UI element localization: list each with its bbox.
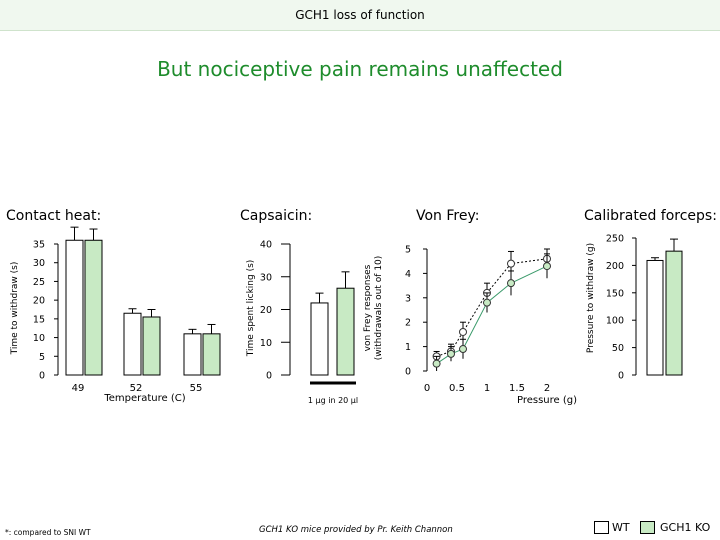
y-tick-label: 250 [606, 234, 624, 245]
bar-wt [65, 239, 84, 376]
y-tick-label: 0 [618, 371, 624, 382]
bar-ko [142, 316, 161, 376]
bar-ko [202, 333, 221, 376]
y-tick-label: 0 [39, 371, 45, 382]
y-tick-label: 10 [33, 333, 45, 344]
data-point-ko [507, 279, 515, 288]
y-tick-label: 1 [405, 342, 411, 353]
legend-swatch-wt [594, 521, 609, 534]
x-tick-label: 2 [544, 383, 550, 394]
x-tick-label: 1 µg in 20 µl [308, 396, 358, 405]
y-tick-label: 25 [33, 277, 45, 288]
y-tick-label: 40 [260, 240, 272, 251]
data-point-ko [432, 359, 441, 368]
y-tick-label: 5 [405, 245, 411, 256]
y-tick-label: 0 [405, 367, 411, 378]
y-tick-label: 3 [405, 293, 411, 304]
y-tick-label: 5 [39, 352, 45, 363]
y-tick-label: 20 [33, 296, 45, 307]
bar-wt [123, 312, 142, 376]
legend-label-wt: WT [612, 521, 630, 534]
section-title-capsaicin: Capsaicin: [240, 208, 313, 224]
y-tick-label: 15 [33, 314, 45, 325]
section-title-contact-heat: Contact heat: [6, 208, 102, 224]
data-point-ko [483, 298, 491, 307]
footnote: *: compared to SNI WT [5, 528, 91, 537]
y-tick-label: 0 [266, 371, 272, 382]
header-title: GCH1 loss of function [295, 8, 425, 22]
credit-note: GCH1 KO mice provided by Pr. Keith Chann… [259, 525, 453, 535]
chart-von-frey: 0 1 2 3 4 5 von Frey responses (withdrawals out… [363, 245, 577, 407]
y-tick-label: 150 [606, 288, 624, 299]
y-tick-label: 10 [260, 338, 272, 349]
x-tick-label: 55 [190, 383, 203, 394]
data-point-wt [459, 327, 467, 336]
data-point-wt [507, 259, 515, 268]
y-axis-label-line1: von Frey responses [363, 264, 373, 351]
bar-wt [646, 259, 664, 376]
chart-capsaicin: 0 10 20 30 40 Time spent licking (s) 1 µg in 2… [246, 240, 358, 406]
x-tick-label: 49 [72, 383, 85, 394]
x-tick-label: 0 [424, 383, 430, 394]
y-tick-label: 20 [260, 305, 272, 316]
x-tick-label: 0.5 [449, 383, 465, 394]
x-tick-label: 1.5 [509, 383, 525, 394]
legend-swatch-ko [640, 521, 655, 534]
bar-wt [310, 302, 329, 376]
x-axis-label: Pressure (g) [517, 395, 577, 406]
y-axis-label: Pressure to withdraw (g) [586, 243, 596, 353]
y-tick-label: 200 [606, 261, 624, 272]
chart-forceps: 0 50 100 150 200 250 Pressure to withdraw (g) [586, 234, 683, 382]
headline: But nociceptive pain remains unaffected [157, 57, 563, 81]
x-axis-label: Temperature (C) [103, 393, 185, 404]
bar-wt [183, 333, 202, 376]
y-axis-label: Time to withdraw (s) [10, 262, 20, 356]
y-tick-label: 35 [33, 240, 45, 251]
y-tick-label: 4 [405, 269, 411, 280]
chart-contact-heat: 0 5 10 15 20 25 30 35 Time to withdraw (s) 49 52 55… [10, 226, 221, 404]
x-tick-label: 52 [130, 383, 143, 394]
data-point-ko [447, 349, 455, 358]
y-tick-label: 100 [606, 316, 624, 327]
bar-ko [84, 239, 103, 376]
data-point-ko [543, 262, 551, 271]
y-tick-label: 50 [612, 343, 624, 354]
y-axis-label: Time spent licking (s) [246, 260, 256, 358]
x-tick-label: 1 [484, 383, 490, 394]
data-point-ko [459, 345, 467, 354]
bar-ko [665, 250, 683, 376]
legend-label-ko: GCH1 KO [660, 521, 711, 534]
header-bar: GCH1 loss of function [0, 0, 720, 31]
y-tick-label: 30 [260, 272, 272, 283]
bar-ko [336, 287, 355, 376]
y-tick-label: 30 [33, 258, 45, 269]
section-title-von-frey: Von Frey: [416, 208, 480, 224]
y-axis-label-line2: (withdrawals out of 10) [374, 256, 384, 361]
section-title-forceps: Calibrated forceps: [584, 208, 717, 224]
y-tick-label: 2 [405, 318, 411, 329]
